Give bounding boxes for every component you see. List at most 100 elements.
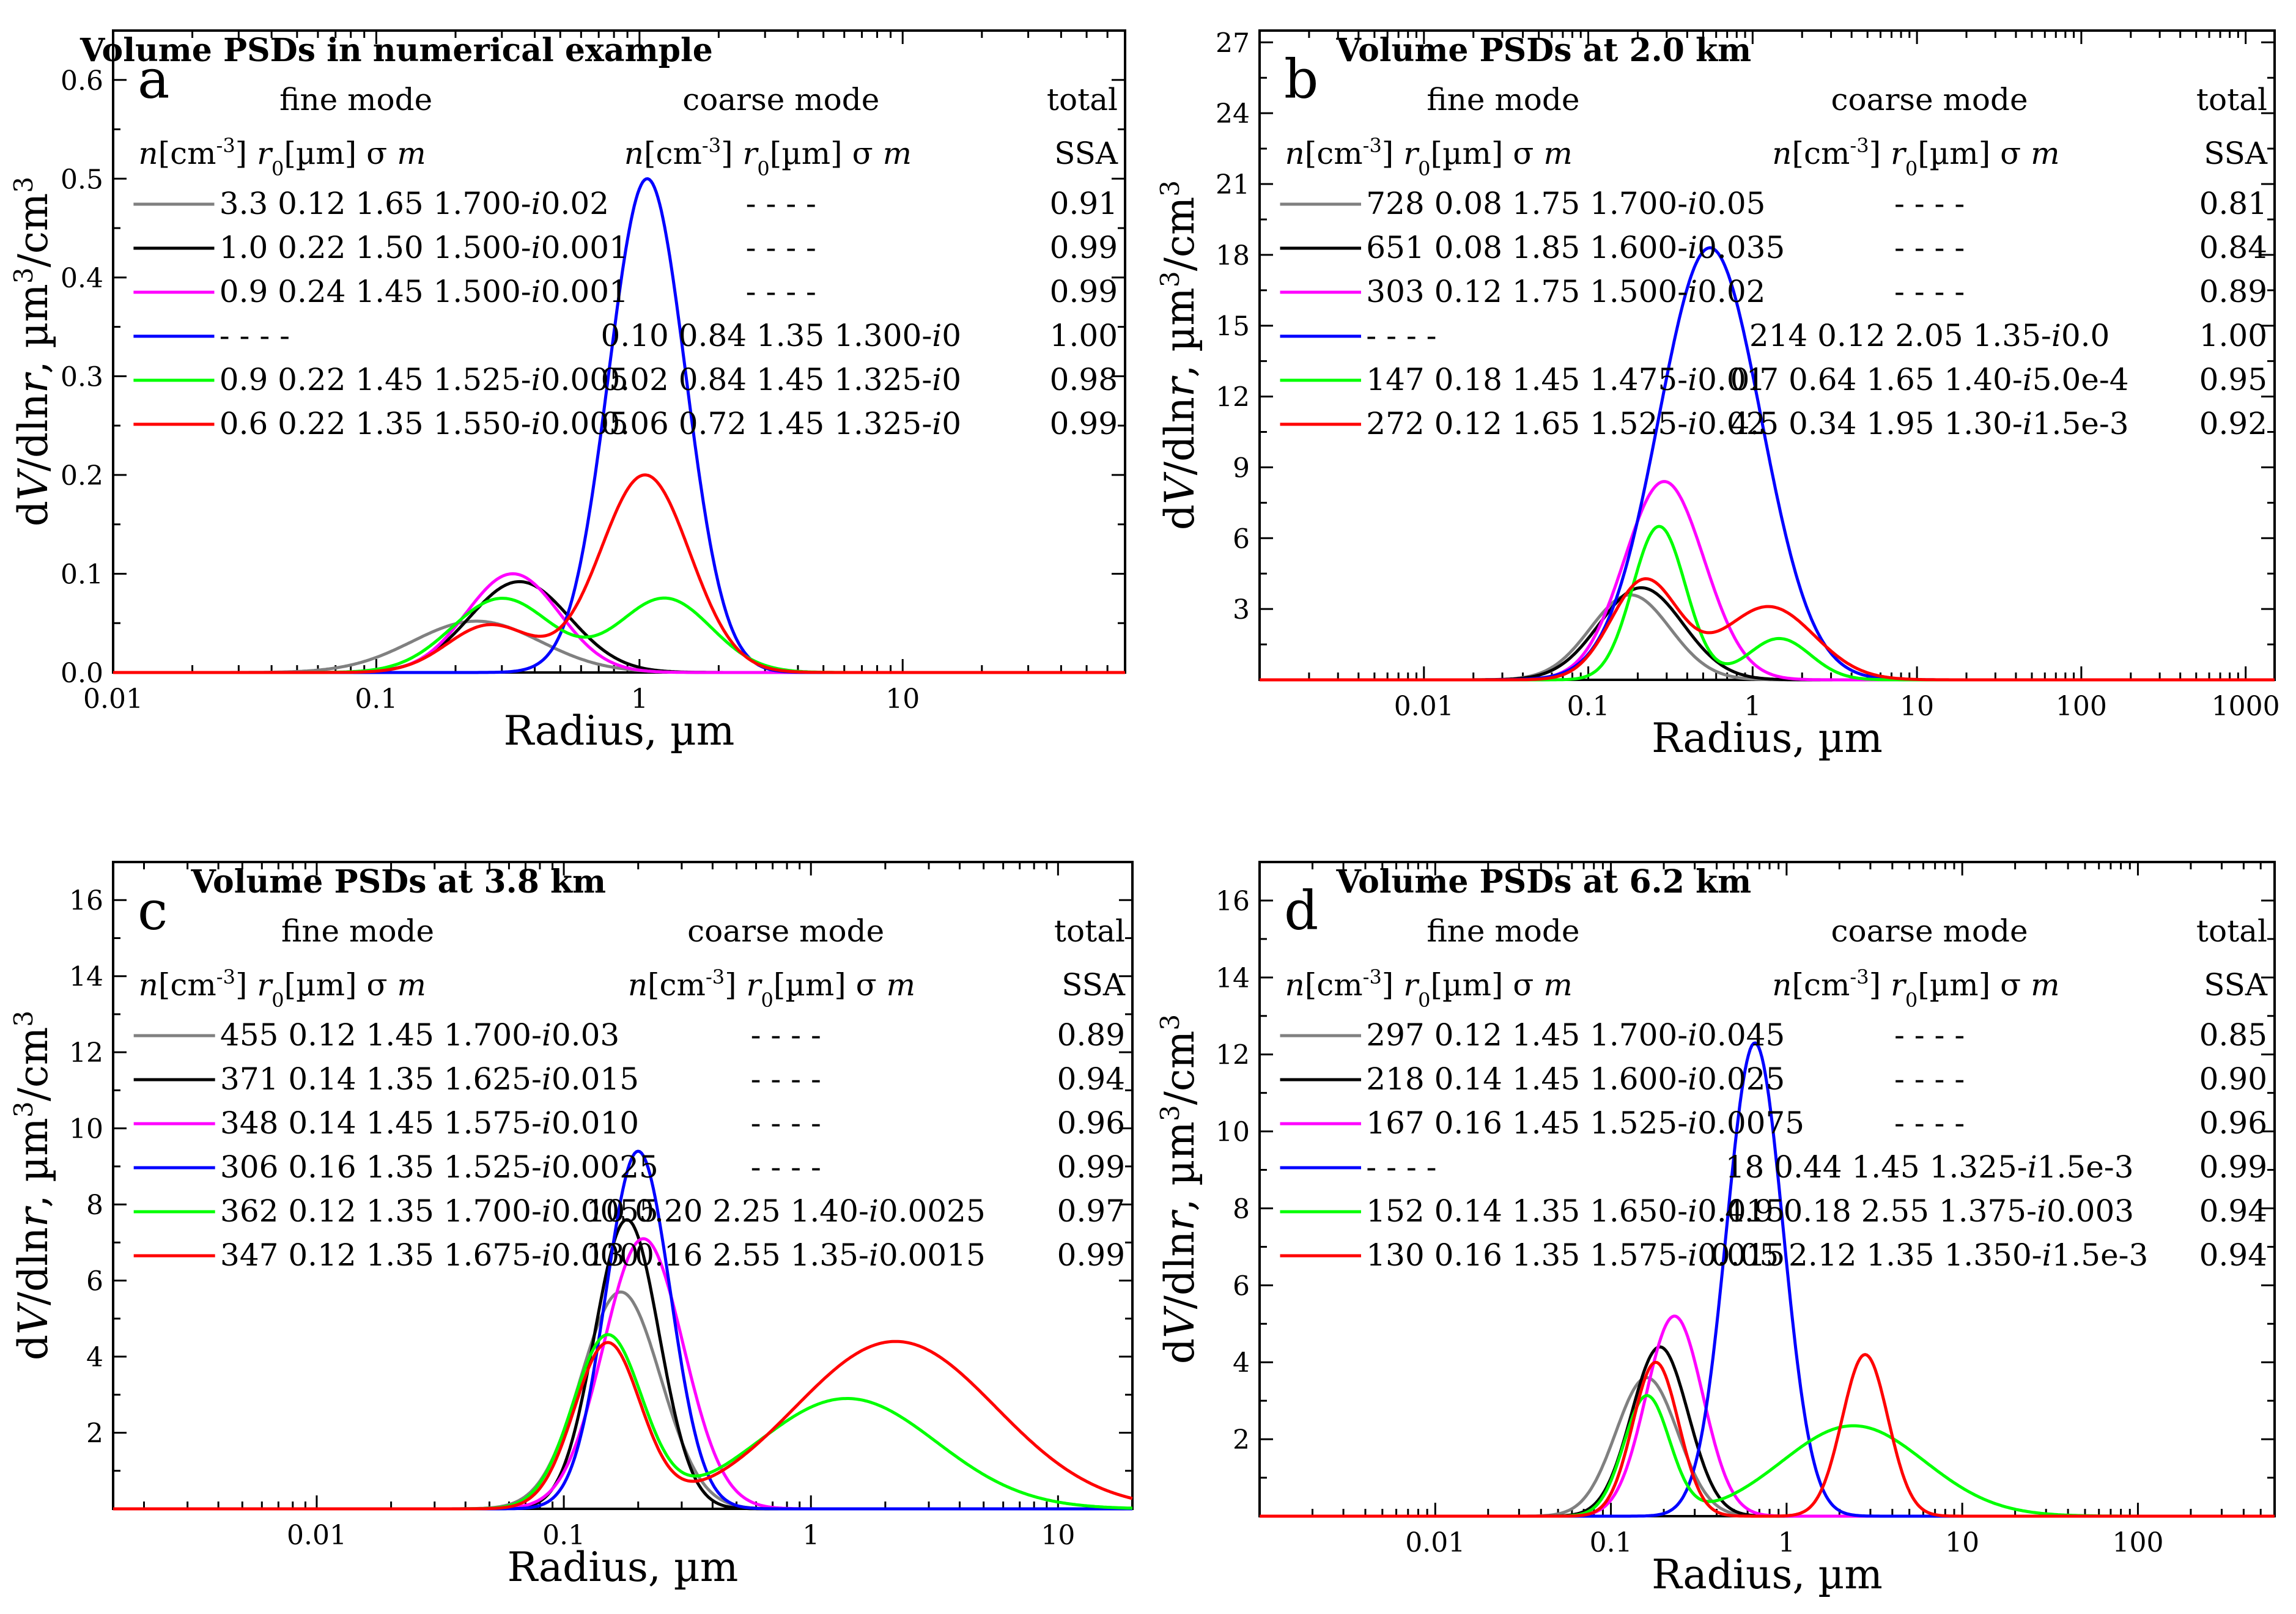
fine-mode-header: fine mode bbox=[281, 913, 434, 949]
total-header: total bbox=[1054, 913, 1125, 949]
fine-mode-values: 348 0.14 1.45 1.575-i0.010 bbox=[220, 1105, 639, 1141]
x-tick-label: 10 bbox=[1945, 1527, 1979, 1558]
fine-column-headers: n[cm-3] r0[µm] σ m bbox=[1285, 965, 1573, 1012]
ssa-value: 0.99 bbox=[1050, 230, 1118, 265]
series-line-magenta bbox=[1260, 1314, 2275, 1518]
ssa-header: SSA bbox=[2204, 136, 2268, 171]
ssa-value: 0.91 bbox=[1050, 186, 1118, 221]
fine-column-headers: n[cm-3] r0[µm] σ m bbox=[139, 965, 426, 1012]
ssa-value: 0.99 bbox=[1050, 274, 1118, 309]
series-line-black bbox=[113, 580, 1125, 674]
fine-mode-values: 1.0 0.22 1.50 1.500-i0.001 bbox=[220, 230, 629, 265]
series-line-red bbox=[113, 1339, 1133, 1511]
fine-column-headers: n[cm-3] r0[µm] σ m bbox=[1285, 134, 1573, 180]
ssa-value: 0.99 bbox=[1057, 1237, 1125, 1273]
x-tick-label: 100 bbox=[2112, 1527, 2163, 1558]
coarse-mode-header: coarse mode bbox=[1831, 913, 2028, 949]
series-line-blue bbox=[1260, 246, 2275, 682]
coarse-column-headers: n[cm-3] r0[µm] σ m bbox=[628, 965, 915, 1012]
ssa-value: 0.84 bbox=[2199, 230, 2267, 265]
coarse-mode-values: 4.9 0.18 2.55 1.375-i0.003 bbox=[1725, 1193, 2134, 1229]
fine-mode-values: - - - - bbox=[1366, 318, 1436, 353]
y-tick-label: 2 bbox=[1233, 1424, 1250, 1456]
ssa-value: 0.92 bbox=[2199, 406, 2267, 441]
y-tick-label: 0.4 bbox=[61, 263, 103, 294]
y-tick-label: 14 bbox=[69, 962, 103, 993]
coarse-mode-header: coarse mode bbox=[1831, 82, 2028, 117]
coarse-mode-values: - - - - bbox=[751, 1017, 821, 1053]
y-tick-label: 14 bbox=[1216, 963, 1250, 994]
x-axis-label: Radius, µm bbox=[508, 1544, 739, 1591]
series-line-gray bbox=[1260, 1376, 2275, 1518]
fine-mode-values: 303 0.12 1.75 1.500-i0.02 bbox=[1366, 274, 1765, 309]
ssa-value: 1.00 bbox=[2199, 318, 2267, 353]
x-tick-label: 0.01 bbox=[287, 1520, 347, 1551]
fine-mode-values: 152 0.14 1.35 1.650-i0.015 bbox=[1366, 1193, 1785, 1229]
panel-letter: c bbox=[138, 879, 168, 942]
fine-mode-values: 362 0.12 1.35 1.700-i0.0055 bbox=[220, 1193, 659, 1229]
y-tick-label: 16 bbox=[69, 885, 103, 916]
fine-mode-values: 0.9 0.24 1.45 1.500-i0.001 bbox=[220, 274, 629, 309]
y-tick-label: 0.3 bbox=[61, 361, 103, 392]
ssa-value: 0.89 bbox=[1057, 1017, 1125, 1053]
ssa-value: 0.90 bbox=[2199, 1061, 2267, 1097]
fine-mode-values: - - - - bbox=[220, 318, 290, 353]
series-line-black bbox=[1260, 1345, 2275, 1518]
y-tick-label: 0.6 bbox=[61, 65, 103, 97]
ssa-value: 0.99 bbox=[1050, 406, 1118, 441]
ssa-header: SSA bbox=[1061, 967, 1126, 1003]
y-tick-label: 10 bbox=[1216, 1117, 1250, 1148]
fine-mode-values: 651 0.08 1.85 1.600-i0.035 bbox=[1366, 230, 1785, 265]
fine-mode-header: fine mode bbox=[1427, 913, 1579, 949]
coarse-mode-values: 0.05 2.12 1.35 1.350-i1.5e-3 bbox=[1711, 1237, 2149, 1273]
x-tick-label: 10 bbox=[885, 684, 920, 715]
x-axis-label: Radius, µm bbox=[1652, 715, 1883, 762]
x-tick-label: 0.01 bbox=[83, 684, 143, 715]
ssa-header: SSA bbox=[2204, 967, 2268, 1003]
coarse-mode-values: - - - - bbox=[1894, 1105, 1965, 1141]
coarse-mode-values: 214 0.12 2.05 1.35-i0.0 bbox=[1749, 318, 2110, 353]
chart-title: Volume PSDs at 6.2 km bbox=[1336, 863, 1752, 901]
fine-mode-header: fine mode bbox=[1427, 82, 1579, 117]
y-tick-label: 27 bbox=[1216, 28, 1250, 59]
ssa-value: 0.96 bbox=[2199, 1105, 2267, 1141]
x-tick-label: 1 bbox=[1744, 691, 1761, 722]
y-tick-label: 24 bbox=[1216, 98, 1250, 130]
y-tick-label: 4 bbox=[1233, 1347, 1250, 1379]
fine-mode-values: 347 0.12 1.35 1.675-i0.000 bbox=[220, 1237, 639, 1273]
coarse-mode-values: - - - - bbox=[746, 230, 816, 265]
coarse-mode-values: - - - - bbox=[1894, 1061, 1965, 1097]
y-tick-label: 10 bbox=[69, 1114, 103, 1145]
x-tick-label: 10 bbox=[1900, 691, 1934, 722]
total-header: total bbox=[2196, 913, 2267, 949]
ssa-value: 1.00 bbox=[1050, 318, 1118, 353]
coarse-mode-values: 13 0.16 2.55 1.35-i0.0015 bbox=[586, 1237, 986, 1273]
series-line-green bbox=[1260, 1394, 2275, 1518]
y-tick-label: 3 bbox=[1233, 594, 1250, 625]
fine-mode-values: - - - - bbox=[1366, 1149, 1436, 1185]
coarse-mode-values: 0.06 0.72 1.45 1.325-i0 bbox=[601, 406, 962, 441]
coarse-mode-values: - - - - bbox=[751, 1149, 821, 1185]
plot-frame bbox=[112, 29, 1126, 674]
y-tick-label: 6 bbox=[1233, 1270, 1250, 1302]
x-tick-label: 0.1 bbox=[1567, 691, 1610, 722]
coarse-column-headers: n[cm-3] r0[µm] σ m bbox=[1772, 134, 2059, 180]
y-tick-label: 2 bbox=[86, 1418, 103, 1450]
total-header: total bbox=[2196, 82, 2267, 117]
x-tick-label: 0.1 bbox=[542, 1520, 585, 1551]
fine-mode-values: 455 0.12 1.45 1.700-i0.03 bbox=[220, 1017, 619, 1053]
panel-d: 0.01 0.1 1 10 100 2 4 6 8 10 12 14 16 Radius, µm dV/dl… bbox=[1155, 861, 2276, 1598]
fine-mode-values: 3.3 0.12 1.65 1.700-i0.02 bbox=[220, 186, 609, 221]
chart-title: Volume PSDs in numerical example bbox=[79, 32, 713, 69]
y-axis-label: dV/dlnr, µm3/cm3 bbox=[9, 177, 57, 526]
y-axis-label: dV/dlnr, µm3/cm3 bbox=[1155, 180, 1204, 530]
total-header: total bbox=[1047, 82, 1118, 117]
ssa-value: 0.95 bbox=[2199, 362, 2267, 397]
coarse-mode-values: 10 0.20 2.25 1.40-i0.0025 bbox=[586, 1193, 986, 1229]
fine-mode-values: 371 0.14 1.35 1.625-i0.015 bbox=[220, 1061, 639, 1097]
fine-mode-values: 0.6 0.22 1.35 1.550-i0.005 bbox=[220, 406, 629, 441]
coarse-column-headers: n[cm-3] r0[µm] σ m bbox=[624, 134, 912, 180]
panel-c: 0.01 0.1 1 10 2 4 6 8 10 12 14 16 Radius, µm dV/dlnr,… bbox=[9, 861, 1134, 1591]
ssa-value: 0.94 bbox=[2199, 1193, 2267, 1229]
ssa-header: SSA bbox=[1054, 136, 1118, 171]
